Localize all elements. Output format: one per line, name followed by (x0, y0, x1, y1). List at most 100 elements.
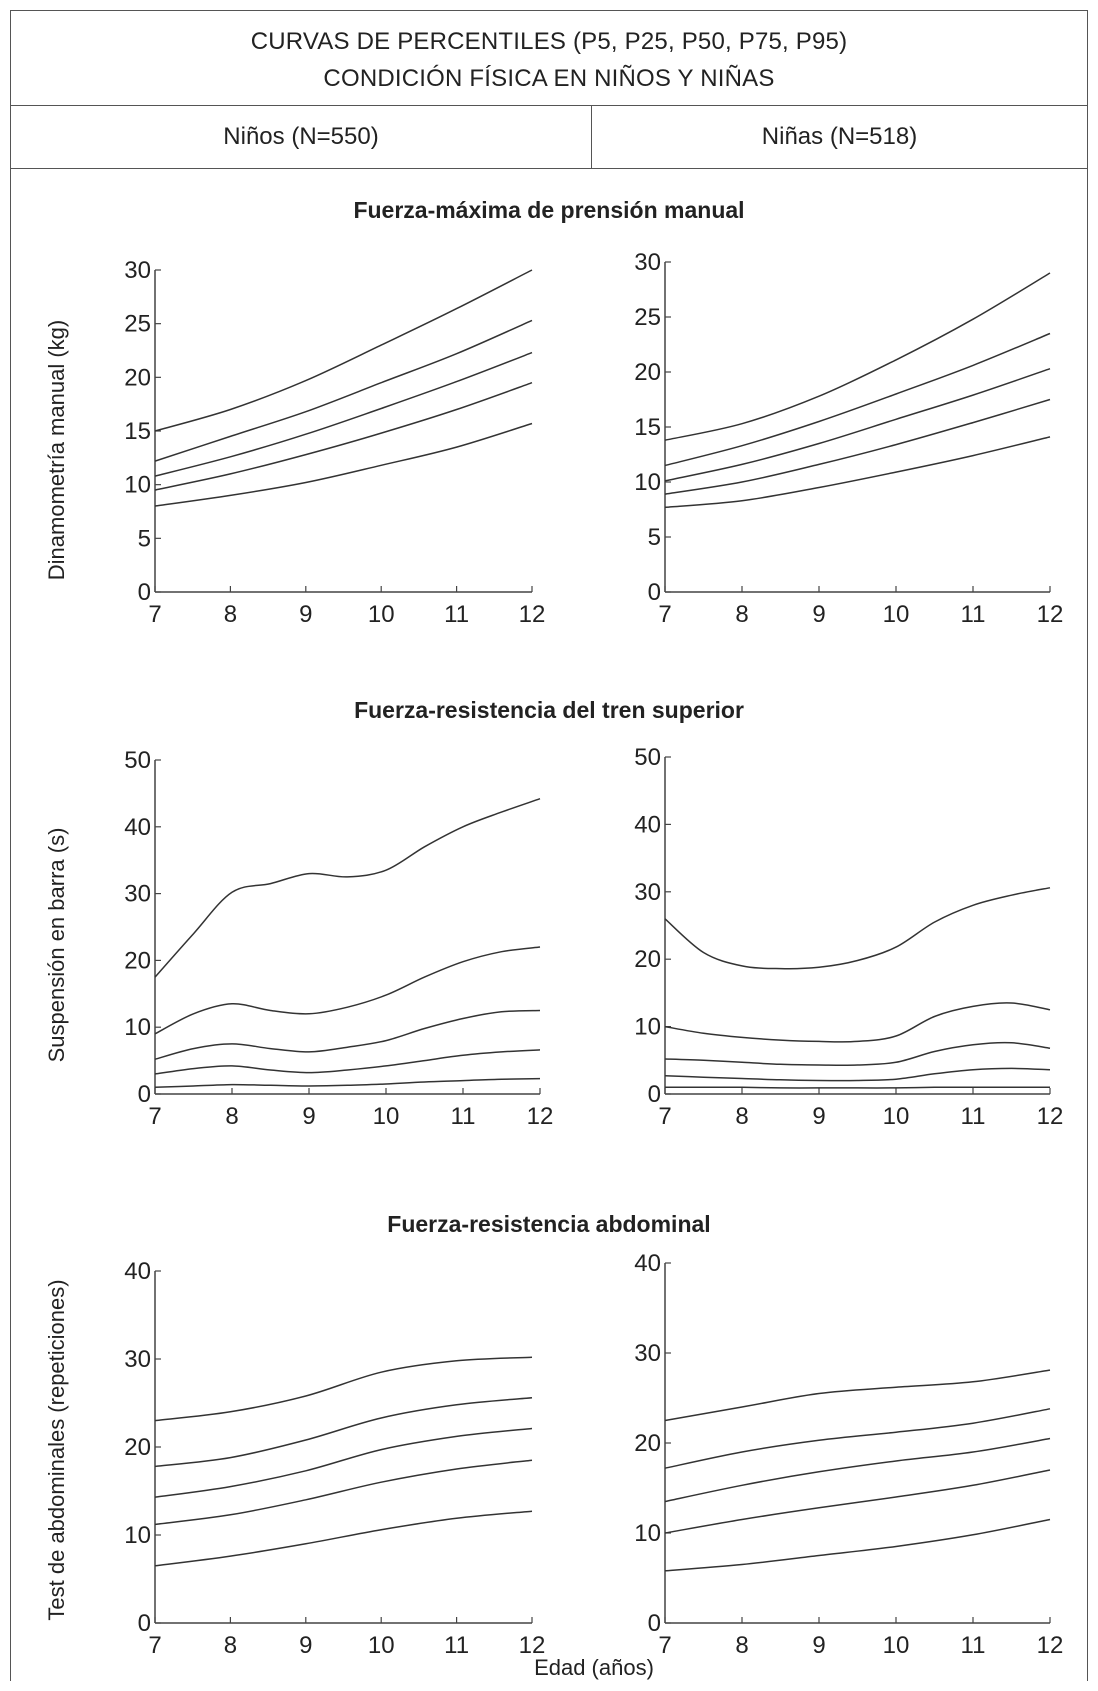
section-title-grip-strength: Fuerza-máxima de prensión manual (353, 197, 744, 223)
percentile-curve-p50 (664, 367, 1051, 482)
x-tick-label: 12 (1037, 1632, 1064, 1659)
x-tick-label: 12 (519, 1632, 546, 1659)
y-axis-label-hang: Suspensión en barra (s) (44, 828, 69, 1063)
percentile-curve-p25 (664, 398, 1051, 495)
percentile-curve-p95 (154, 269, 533, 432)
percentile-curve-p5 (154, 422, 533, 507)
x-tick-label: 8 (224, 1632, 237, 1659)
column-header-girls: Niñas (N=518) (761, 122, 918, 150)
x-tick-label: 12 (1037, 601, 1064, 628)
y-tick-label: 0 (648, 1081, 661, 1108)
x-tick-label: 12 (527, 1103, 554, 1130)
percentile-curve-p75 (664, 1002, 1051, 1043)
x-tick-label: 11 (451, 1103, 476, 1130)
x-tick-label: 10 (368, 1632, 395, 1659)
y-tick-label: 20 (634, 1430, 661, 1457)
y-tick-label: 40 (634, 811, 661, 838)
x-tick-label: 10 (368, 601, 395, 628)
y-tick-label: 30 (634, 249, 661, 276)
percentile-curve-p25 (664, 1067, 1051, 1082)
percentile-curve-p25 (664, 1469, 1051, 1534)
percentile-curve-p50 (154, 1009, 541, 1061)
x-tick-label: 11 (444, 1632, 469, 1659)
x-tick-label: 9 (812, 1103, 825, 1130)
percentile-curve-p5 (154, 1510, 533, 1567)
y-tick-label: 0 (138, 579, 151, 606)
y-tick-label: 0 (648, 1610, 661, 1637)
percentile-curve-p75 (154, 946, 541, 1035)
chart-boys-section-0: 0 5 10 15 20 25 30 7 8 9 10 11 12 (124, 257, 545, 628)
x-tick-label: 8 (735, 1632, 748, 1659)
chart-boys-section-2: 0 10 20 30 40 7 8 9 10 11 12 (124, 1258, 545, 1659)
y-tick-label: 25 (634, 304, 661, 331)
y-tick-label: 20 (634, 359, 661, 386)
percentile-curve-p5 (664, 1518, 1051, 1572)
x-tick-label: 11 (961, 601, 986, 628)
x-tick-label: 10 (883, 601, 910, 628)
y-tick-label: 30 (634, 1340, 661, 1367)
y-tick-label: 20 (124, 1434, 151, 1461)
percentile-curve-p95 (664, 887, 1051, 970)
percentile-curve-p50 (664, 1437, 1051, 1503)
x-tick-label: 7 (148, 1103, 161, 1130)
x-tick-label: 7 (658, 1632, 671, 1659)
x-axis-label: Edad (años) (534, 1655, 654, 1680)
percentile-curve-p25 (154, 1049, 541, 1075)
y-tick-label: 30 (124, 881, 151, 908)
x-tick-label: 11 (444, 601, 469, 628)
figure-title-line-2: CONDICIÓN FÍSICA EN NIÑOS Y NIÑAS (323, 65, 775, 92)
y-tick-label: 10 (124, 472, 151, 499)
chart-girls-section-2: 0 10 20 30 40 7 8 9 10 11 12 (634, 1250, 1063, 1659)
y-tick-label: 10 (124, 1014, 151, 1041)
percentile-curve-p95 (664, 272, 1051, 441)
percentile-curve-p5 (154, 1077, 541, 1089)
x-tick-label: 10 (883, 1103, 910, 1130)
x-tick-label: 9 (812, 1632, 825, 1659)
y-tick-label: 10 (634, 1014, 661, 1041)
y-tick-label: 40 (634, 1250, 661, 1277)
y-tick-label: 50 (124, 747, 151, 774)
x-tick-label: 8 (225, 1103, 238, 1130)
x-tick-label: 7 (148, 1632, 161, 1659)
y-tick-label: 30 (124, 1346, 151, 1373)
percentile-curve-p75 (154, 319, 533, 462)
percentile-curve-p50 (664, 1041, 1051, 1066)
x-tick-label: 7 (658, 601, 671, 628)
y-axis-label-situps: Test de abdominales (repeticiones) (44, 1279, 69, 1620)
x-tick-label: 8 (735, 1103, 748, 1130)
x-tick-label: 9 (299, 601, 312, 628)
y-tick-label: 25 (124, 311, 151, 338)
y-tick-label: 0 (138, 1610, 151, 1637)
percentile-curve-p95 (154, 1356, 533, 1422)
percentile-curve-p25 (154, 381, 533, 491)
chart-girls-section-0: 0 5 10 15 20 25 30 7 8 9 10 11 12 (634, 249, 1063, 628)
y-tick-label: 0 (648, 579, 661, 606)
y-tick-label: 30 (124, 257, 151, 284)
percentile-curve-p95 (664, 1369, 1051, 1422)
y-tick-label: 30 (634, 879, 661, 906)
column-header-row: Niños (N=550) Niñas (N=518) (10, 105, 1088, 169)
figure-title-line-1: CURVAS DE PERCENTILES (P5, P25, P50, P75… (250, 28, 848, 55)
percentile-curve-p75 (664, 1408, 1051, 1469)
chart-boys-section-1: 0 10 20 30 40 50 7 8 9 10 11 12 (124, 747, 553, 1130)
y-tick-label: 20 (124, 364, 151, 391)
x-tick-label: 11 (961, 1632, 986, 1659)
y-tick-label: 0 (138, 1081, 151, 1108)
x-tick-label: 9 (302, 1103, 315, 1130)
percentile-curve-p25 (154, 1459, 533, 1526)
x-tick-label: 12 (519, 601, 546, 628)
y-tick-label: 40 (124, 1258, 151, 1285)
y-tick-label: 10 (634, 469, 661, 496)
y-tick-label: 40 (124, 814, 151, 841)
y-tick-label: 10 (634, 1520, 661, 1547)
y-axis-label-grip: Dinamometría manual (kg) (44, 320, 69, 580)
percentile-curve-p5 (664, 436, 1051, 509)
y-tick-label: 20 (124, 947, 151, 974)
y-tick-label: 5 (138, 525, 151, 552)
y-tick-label: 20 (634, 946, 661, 973)
y-tick-label: 15 (634, 414, 661, 441)
percentile-curve-p50 (154, 1427, 533, 1498)
x-tick-label: 7 (148, 601, 161, 628)
y-tick-label: 15 (124, 418, 151, 445)
